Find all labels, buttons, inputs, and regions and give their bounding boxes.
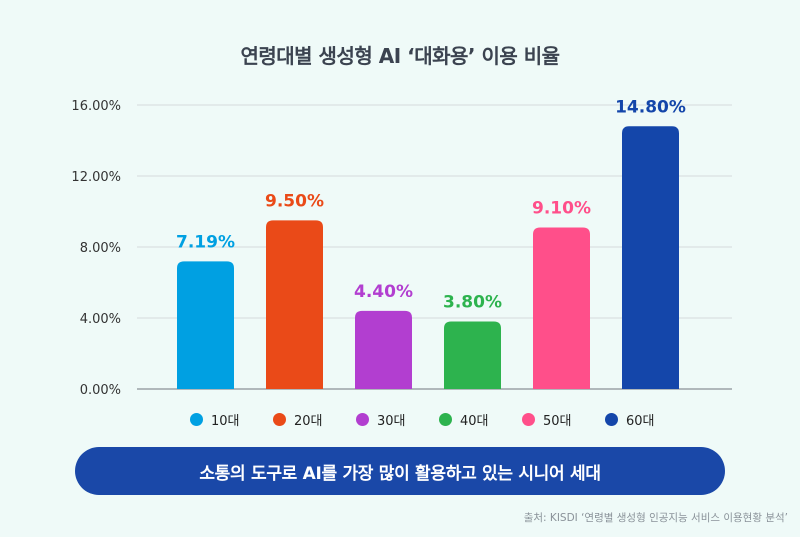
y-tick-label: 0.00% [80, 383, 121, 398]
legend-item: 10대 [190, 410, 273, 429]
y-tick-label: 16.00% [71, 99, 121, 114]
legend-item: 20대 [273, 410, 356, 429]
legend-item: 30대 [356, 410, 439, 429]
legend-item: 50대 [522, 410, 605, 429]
bar-30대 [355, 310, 412, 389]
legend-swatch [273, 413, 286, 426]
y-tick-label: 8.00% [80, 241, 121, 256]
source-note: 출처: KISDI ‘연령별 생성형 인공지능 서비스 이용현황 분석’ [523, 512, 788, 524]
legend-swatch [190, 413, 203, 426]
legend-label: 50대 [543, 414, 572, 429]
bar-40대 [444, 321, 501, 389]
bar-10대 [177, 261, 234, 389]
data-label: 4.40% [354, 282, 413, 302]
summary-banner: 소통의 도구로 AI를 가장 많이 활용하고 있는 시니어 세대 [75, 447, 725, 495]
data-label: 14.80% [615, 97, 686, 117]
legend: 10대 20대 30대 40대 50대 60대 [190, 410, 688, 429]
data-label: 9.50% [265, 191, 324, 211]
legend-item: 40대 [439, 410, 522, 429]
y-tick-label: 12.00% [71, 170, 121, 185]
legend-label: 60대 [626, 414, 655, 429]
legend-swatch [439, 413, 452, 426]
legend-label: 30대 [377, 414, 406, 429]
legend-swatch [522, 413, 535, 426]
legend-label: 20대 [294, 414, 323, 429]
bar-60대 [622, 126, 679, 390]
legend-item: 60대 [605, 410, 688, 429]
bar-20대 [266, 220, 323, 389]
data-label: 3.80% [443, 293, 502, 313]
chart-title: 연령대별 생성형 AI ‘대화용’ 이용 비율 [240, 44, 560, 68]
legend-label: 40대 [460, 414, 489, 429]
legend-swatch [605, 413, 618, 426]
legend-label: 10대 [211, 414, 240, 429]
data-label: 9.10% [532, 198, 591, 218]
data-label: 7.19% [176, 232, 235, 252]
bar-50대 [533, 227, 590, 389]
legend-swatch [356, 413, 369, 426]
y-tick-label: 4.00% [80, 312, 121, 327]
